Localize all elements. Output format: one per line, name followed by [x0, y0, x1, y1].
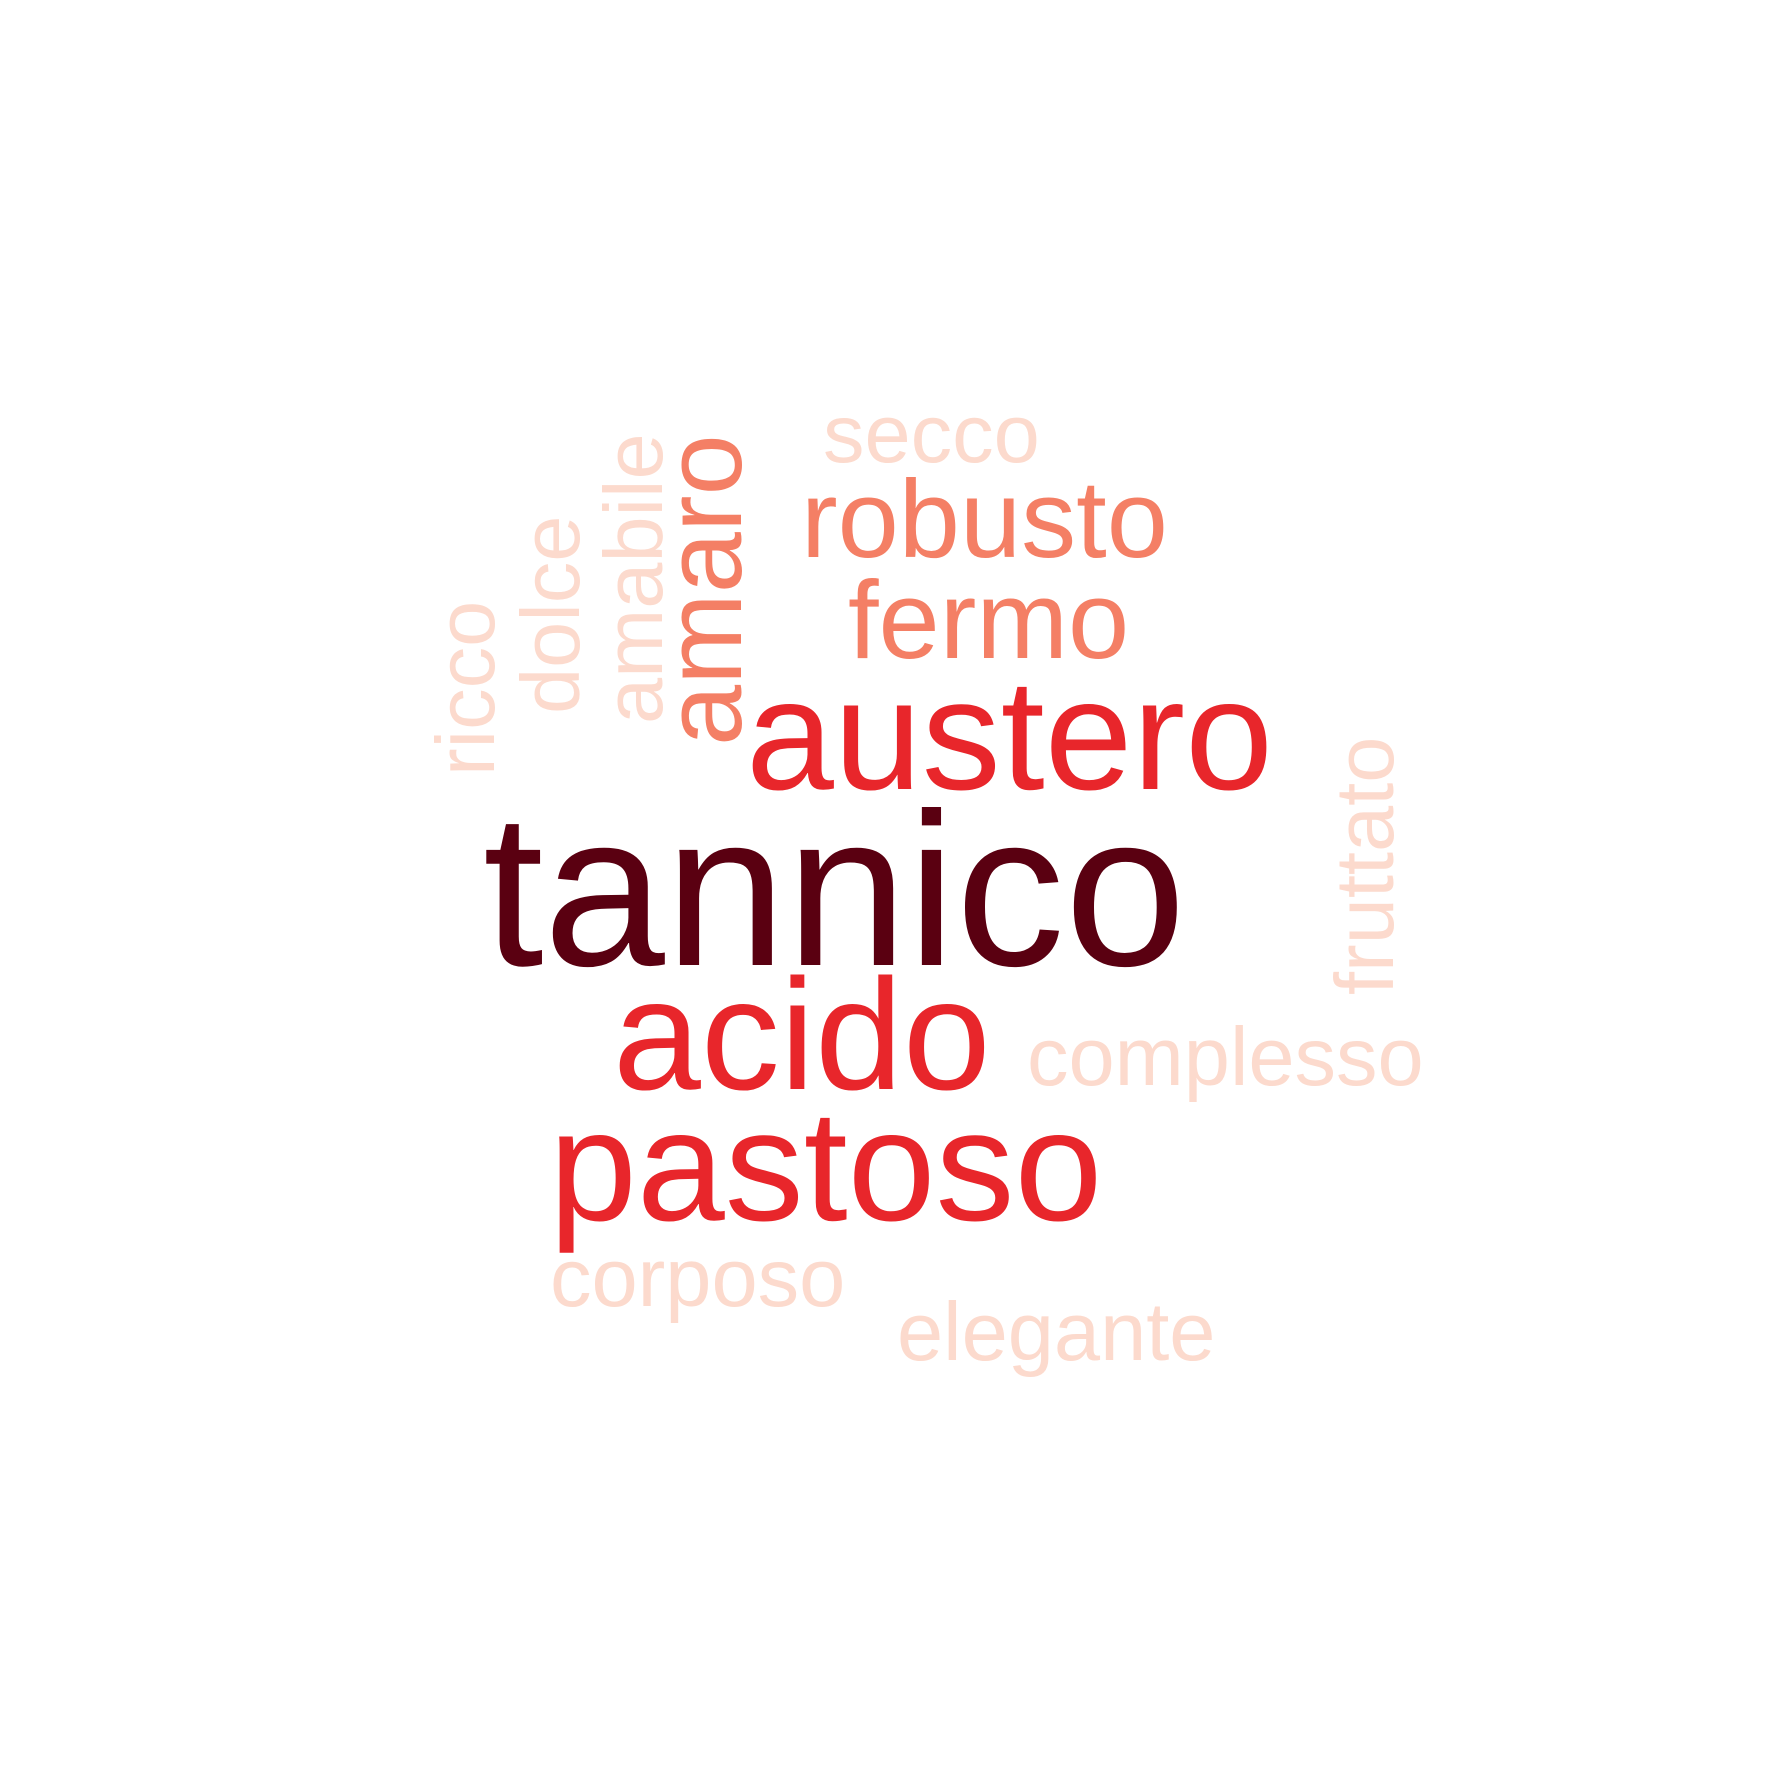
- word-tannico: tannico: [483, 769, 1186, 1012]
- word-austero: austero: [746, 647, 1274, 823]
- word-corposo: corposo: [550, 1231, 846, 1324]
- word-ricco: ricco: [419, 600, 512, 776]
- word-fermo: fermo: [848, 559, 1130, 682]
- word-robusto: robusto: [801, 458, 1168, 581]
- word-pastoso: pastoso: [549, 1078, 1103, 1254]
- word-fruttato: fruttato: [1318, 736, 1411, 995]
- word-acido: acido: [613, 947, 991, 1123]
- word-amabile: amabile: [587, 433, 680, 724]
- word-complesso: complesso: [1027, 1010, 1424, 1103]
- word-secco: secco: [823, 387, 1040, 480]
- word-elegante: elegante: [897, 1285, 1216, 1378]
- word-dolce: dolce: [504, 515, 597, 714]
